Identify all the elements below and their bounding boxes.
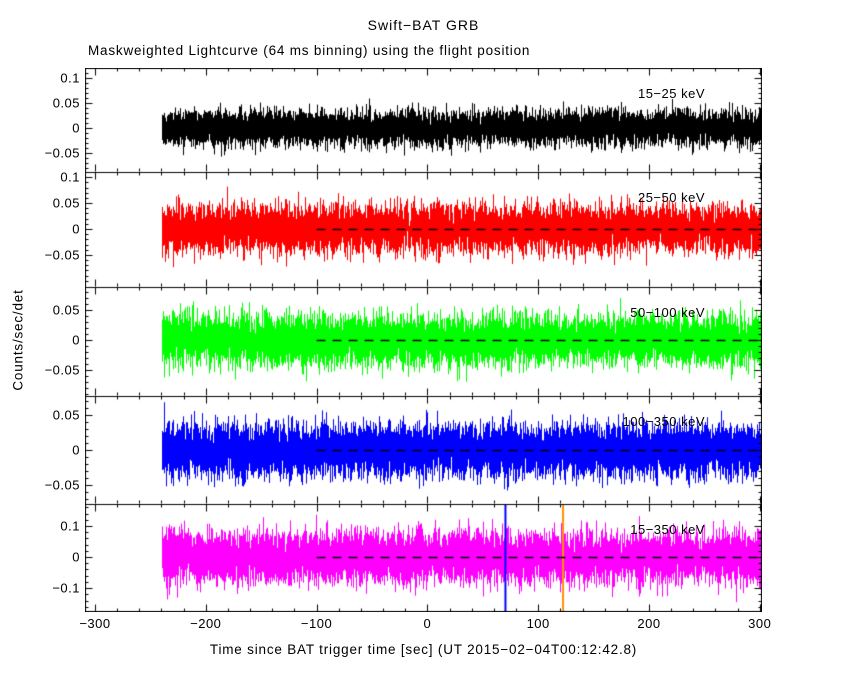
y-tick-label: 0.05 <box>52 195 80 211</box>
x-tick-label: −200 <box>190 616 222 631</box>
y-tick-label: 0.1 <box>60 518 80 534</box>
y-tick-label: 0 <box>72 332 80 348</box>
y-tick-label: −0.1 <box>52 580 80 596</box>
y-tick-label: −0.05 <box>44 145 80 161</box>
y-axis-label: Counts/sec/det <box>10 289 26 391</box>
band-label: 100−350 keV <box>622 414 705 429</box>
chart-subtitle: Maskweighted Lightcurve (64 ms binning) … <box>88 43 531 58</box>
y-tick-label: 0 <box>72 120 80 136</box>
x-tick-label: 200 <box>637 616 661 631</box>
x-tick-label: −100 <box>300 616 333 631</box>
band-label: 15−25 keV <box>637 86 705 101</box>
y-tick-label: 0.1 <box>60 169 80 185</box>
y-tick-label: 0.05 <box>52 95 80 111</box>
y-tick-label: 0 <box>72 221 80 237</box>
chart-title: Swift−BAT GRB <box>367 17 480 33</box>
x-tick-label: 300 <box>748 616 772 631</box>
x-axis-label: Time since BAT trigger time [sec] (UT 20… <box>209 642 638 657</box>
plot-canvas <box>85 68 762 612</box>
x-tick-label: −300 <box>79 616 111 631</box>
y-tick-label: −0.05 <box>44 477 80 493</box>
band-label: 15−350 keV <box>630 522 705 537</box>
band-label: 25−50 keV <box>637 190 705 205</box>
y-tick-label: 0.05 <box>52 302 80 318</box>
x-tick-label: 100 <box>526 616 550 631</box>
y-tick-label: 0.05 <box>52 407 80 423</box>
y-tick-label: 0.1 <box>60 70 80 86</box>
band-label: 50−100 keV <box>630 305 705 320</box>
y-tick-label: −0.05 <box>44 247 80 263</box>
y-tick-label: −0.05 <box>44 362 80 378</box>
y-tick-label: 0 <box>72 442 80 458</box>
x-tick-label: 0 <box>423 616 432 631</box>
y-tick-label: 0 <box>72 549 80 565</box>
